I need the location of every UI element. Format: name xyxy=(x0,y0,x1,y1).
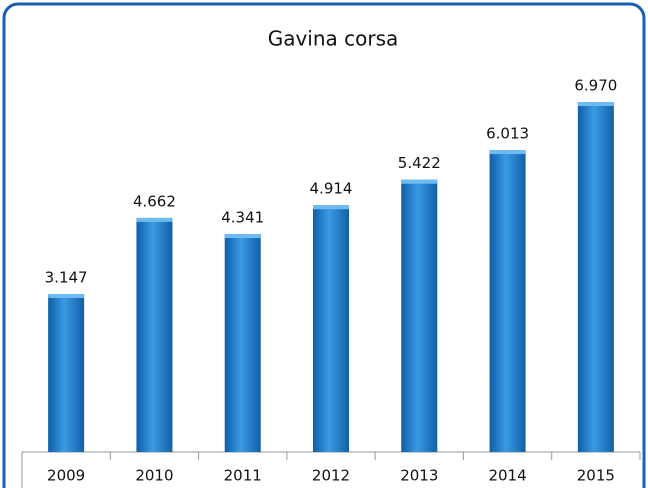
bar-cap xyxy=(489,150,526,155)
data-label: 4.914 xyxy=(310,180,353,198)
data-label: 5.422 xyxy=(398,154,441,172)
bar-cap xyxy=(577,102,614,106)
bar xyxy=(224,234,261,452)
bar-cap xyxy=(224,234,261,239)
bar-cap xyxy=(136,217,173,222)
bar-cap xyxy=(401,179,438,184)
bar-cap xyxy=(313,205,349,210)
data-label: 3.147 xyxy=(45,268,88,286)
x-tick-label: 2015 xyxy=(577,467,615,485)
data-label: 4.341 xyxy=(221,209,264,227)
x-tick-label: 2012 xyxy=(312,467,350,485)
data-label: 6.970 xyxy=(574,77,617,95)
x-tick-label: 2010 xyxy=(135,467,173,485)
bar-cap xyxy=(48,293,85,298)
bar xyxy=(401,179,438,452)
chart-title: Gavina corsa xyxy=(268,27,399,51)
x-tick-label: 2014 xyxy=(488,467,526,485)
bar xyxy=(313,205,349,452)
bar xyxy=(577,102,614,452)
bar xyxy=(136,217,173,452)
x-tick-label: 2013 xyxy=(400,467,438,485)
data-label: 6.013 xyxy=(486,125,529,143)
x-tick-label: 2011 xyxy=(224,467,262,485)
bar xyxy=(489,150,526,452)
x-tick-label: 2009 xyxy=(47,467,85,485)
bar xyxy=(48,293,85,452)
data-label: 4.662 xyxy=(133,192,176,210)
